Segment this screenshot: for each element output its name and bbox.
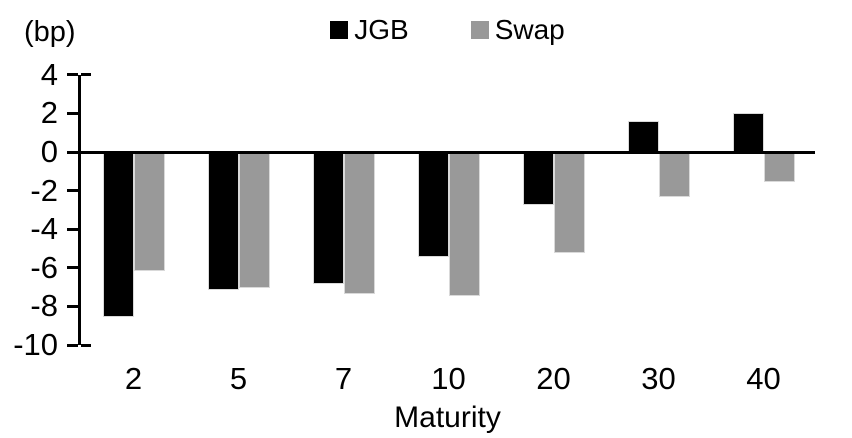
x-tick-label: 20 (536, 361, 571, 396)
bar-swap-40 (763, 153, 795, 182)
x-tick-label: 10 (431, 361, 466, 396)
y-tick (67, 304, 78, 308)
bar-jgb-30 (627, 121, 659, 152)
bar-swap-10 (448, 153, 480, 296)
bar-jgb-40 (732, 113, 764, 152)
bar-jgb-2 (102, 153, 134, 318)
y-tick-label: 0 (40, 134, 58, 169)
zero-axis-line (80, 150, 815, 154)
y-tick (67, 150, 78, 154)
bar-swap-5 (238, 153, 270, 289)
bar-jgb-20 (522, 153, 554, 206)
y-axis-line (78, 74, 81, 345)
bar-jgb-7 (312, 153, 344, 285)
bar-swap-30 (658, 153, 690, 198)
legend-swatch-swap (470, 21, 489, 39)
y-tick-label: -8 (30, 288, 58, 324)
legend-label: JGB (354, 14, 409, 45)
bar-swap-20 (553, 153, 585, 254)
y-tick (67, 111, 78, 115)
y-axis-unit-label: (bp) (24, 16, 76, 48)
bar-swap-7 (343, 153, 375, 294)
y-axis-top-cap (81, 73, 91, 77)
y-tick (67, 189, 78, 193)
x-tick-label: 2 (124, 361, 143, 396)
x-tick-label: 30 (641, 361, 676, 396)
y-tick-label: -6 (30, 249, 58, 285)
bar-swap-2 (133, 153, 165, 271)
y-tick (67, 266, 78, 270)
legend-swatch-jgb (330, 21, 349, 39)
x-axis-title: Maturity (394, 401, 501, 434)
y-tick-label: 4 (40, 56, 58, 92)
y-tick-label: 2 (40, 95, 58, 131)
legend: JGB Swap (80, 16, 815, 44)
bar-jgb-10 (417, 153, 449, 258)
y-tick (67, 227, 78, 231)
x-tick-label: 40 (746, 361, 781, 396)
y-axis-bottom-cap (81, 343, 91, 347)
x-tick-label: 7 (334, 361, 353, 396)
y-tick-label: -10 (13, 327, 58, 362)
y-tick-label: -2 (30, 172, 58, 208)
y-tick-label: -4 (30, 211, 58, 247)
bar-jgb-5 (207, 153, 239, 291)
legend-item-jgb: JGB (330, 14, 409, 45)
legend-item-swap: Swap (470, 14, 565, 45)
legend-label: Swap (494, 14, 565, 45)
x-tick-label: 5 (229, 361, 248, 396)
y-tick (67, 343, 78, 347)
y-tick (67, 73, 78, 77)
